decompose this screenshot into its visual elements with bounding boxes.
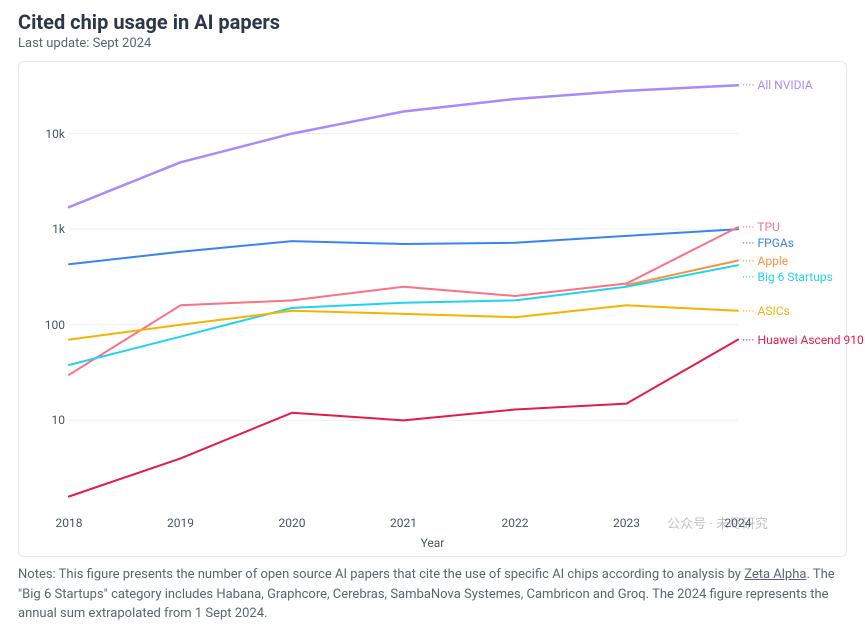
series-label: ···· Apple xyxy=(742,254,788,268)
x-tick-label: 2023 xyxy=(613,516,640,530)
y-axis: 10 100 1k 10k xyxy=(27,70,69,526)
x-tick-label: 2021 xyxy=(390,516,417,530)
x-tick-label: 2018 xyxy=(56,516,83,530)
y-tick-label: 100 xyxy=(45,318,65,332)
y-tick-label: 10 xyxy=(52,413,66,427)
chart-notes: Notes: This figure presents the number o… xyxy=(18,565,847,624)
x-tick-label: 2019 xyxy=(167,516,194,530)
x-tick-label: 2022 xyxy=(502,516,529,530)
line-chart-svg xyxy=(69,76,738,516)
series-label: ···· Huawei Ascend 910 xyxy=(742,333,864,347)
series-line xyxy=(69,340,738,497)
series-line xyxy=(627,261,739,286)
series-line xyxy=(69,227,738,375)
chart-title: Cited chip usage in AI papers xyxy=(18,10,847,34)
series-line xyxy=(69,305,738,339)
x-tick-label: 2020 xyxy=(279,516,306,530)
notes-source-link[interactable]: Zeta Alpha xyxy=(744,567,806,582)
y-tick-label: 1k xyxy=(52,222,65,236)
plot-area: 101001k10k 2018201920202021202220232024 … xyxy=(27,70,838,550)
chart-container: 101001k10k 2018201920202021202220232024 … xyxy=(18,61,847,557)
series-label: ···· All NVIDIA xyxy=(742,78,813,92)
series-line xyxy=(69,265,738,365)
series-label: ···· FPGAs xyxy=(742,236,794,250)
series-label: ···· ASICs xyxy=(742,304,790,318)
x-tick-label: 2024 xyxy=(725,516,752,530)
x-axis-title: Year xyxy=(27,536,838,550)
x-axis: 2018201920202021202220232024 xyxy=(69,516,738,532)
series-line xyxy=(69,229,738,264)
series-label: ···· TPU xyxy=(742,220,780,234)
y-tick-label: 10k xyxy=(45,127,65,141)
notes-prefix: Notes: This figure presents the number o… xyxy=(18,567,744,582)
series-label: ···· Big 6 Startups xyxy=(742,270,833,284)
chart-subtitle: Last update: Sept 2024 xyxy=(18,36,847,51)
series-line xyxy=(69,85,738,207)
